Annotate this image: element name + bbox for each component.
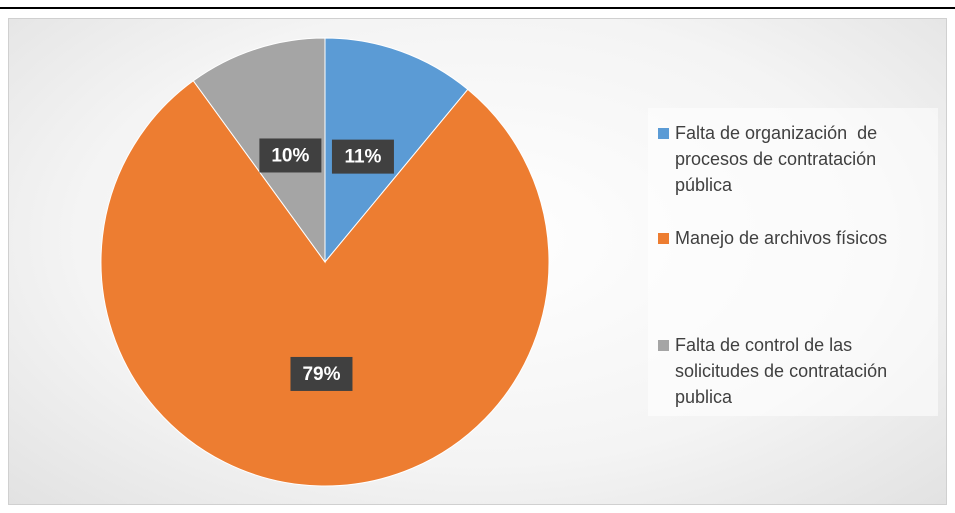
data-label: 79%: [290, 356, 353, 391]
legend-swatch: [658, 128, 669, 139]
data-label-text: 11%: [344, 147, 381, 168]
pie-slice: [100, 80, 550, 487]
data-label-box: [331, 139, 394, 174]
data-label-text: 10%: [271, 145, 309, 166]
legend-swatch: [658, 340, 669, 351]
data-label-box: [290, 356, 353, 391]
data-label-text: 79%: [302, 364, 340, 385]
data-label: 10%: [259, 138, 322, 173]
legend-label: Falta de organización de procesos de con…: [675, 123, 883, 195]
data-label-box: [259, 138, 322, 173]
pie-slice: [324, 37, 469, 264]
top-rule: [0, 7, 955, 9]
legend-entry: Falta de control de las solicitudes de c…: [658, 332, 933, 410]
legend-entry: Manejo de archivos físicos: [658, 225, 933, 251]
pie-slice: [192, 37, 326, 264]
legend-label: Falta de control de las solicitudes de c…: [675, 335, 893, 407]
legend-label: Manejo de archivos físicos: [675, 228, 888, 248]
data-label: 11%: [331, 139, 394, 174]
legend: Falta de organización de procesos de con…: [648, 108, 938, 416]
legend-swatch: [658, 233, 669, 244]
legend-entry: Falta de organización de procesos de con…: [658, 120, 933, 198]
